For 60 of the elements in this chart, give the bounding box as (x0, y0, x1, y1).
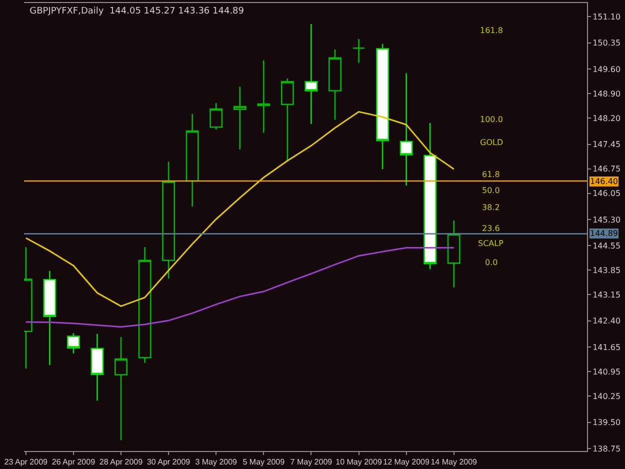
candlestick (210, 102, 223, 130)
text: 50.0 (482, 186, 500, 195)
x-tick-label: 10 May 2009 (336, 458, 382, 467)
candlestick (304, 23, 318, 125)
y-tick-label: 142.40 (592, 316, 621, 326)
y-tick-label: 151.10 (592, 12, 621, 22)
text: 161.8 (480, 26, 503, 35)
candlestick (352, 38, 366, 64)
text: 61.8 (482, 170, 500, 179)
y-tick-label: 147.45 (592, 140, 621, 150)
x-tick-label: 12 May 2009 (383, 458, 430, 467)
y-tick-label: 145.30 (592, 215, 621, 224)
x-tick-label: 7 May 2009 (290, 458, 333, 467)
text: GOLD (480, 138, 504, 147)
y-tick-label: 148.20 (592, 114, 621, 123)
x-tick-label: 14 May 2009 (430, 458, 478, 467)
ref-line-label: 144.89 (590, 229, 618, 238)
line-series (25, 247, 455, 328)
x-tick-label: 26 Apr 2009 (52, 458, 96, 467)
text: 100.0 (480, 115, 503, 124)
candlestick (328, 48, 342, 120)
text: 38.2 (482, 203, 500, 212)
candlestick (43, 270, 56, 366)
candlestick (400, 72, 413, 186)
y-tick-label: 140.95 (592, 367, 621, 376)
y-tick-label: 139.50 (592, 418, 621, 428)
candlestick (138, 246, 152, 364)
text: 23.6 (482, 224, 500, 233)
y-tick-label: 143.15 (592, 290, 621, 300)
y-tick-label: 148.90 (592, 89, 621, 98)
x-tick-label: 3 May 2009 (195, 458, 238, 467)
candlestick (162, 161, 176, 280)
candlestick (186, 113, 199, 208)
line-series (25, 111, 455, 307)
candlestick (114, 336, 128, 441)
text: SCALP (478, 239, 504, 248)
candlestick (257, 60, 270, 134)
x-tick-label: 23 Apr 2009 (4, 458, 48, 467)
y-tick-label: 144.55 (592, 242, 621, 251)
y-tick-label: 141.65 (592, 342, 621, 352)
x-tick-label: 30 Apr 2009 (146, 458, 191, 467)
candlestick (233, 86, 246, 150)
chart-title: GBPJPYFXF,Daily 144.05 145.27 143.36 144.89 (30, 6, 244, 16)
y-tick-label: 138.75 (592, 444, 621, 454)
y-tick-label: 149.60 (592, 64, 621, 74)
y-tick-label: 146.75 (592, 164, 621, 174)
candlestick (447, 220, 460, 288)
candlestick (424, 122, 437, 270)
y-tick-label: 150.35 (592, 38, 621, 48)
x-tick-label: 5 May 2009 (242, 458, 286, 467)
y-tick-label: 140.25 (592, 392, 621, 401)
y-tick-label: 143.85 (592, 266, 621, 275)
candlestick (66, 332, 80, 354)
candlestick (90, 333, 104, 402)
ref-line-label: 146.40 (590, 177, 618, 186)
y-tick-label: 146.05 (592, 189, 621, 198)
text: 0.0 (485, 258, 498, 267)
x-tick-label: 28 Apr 2009 (99, 458, 144, 467)
candlestick (376, 43, 390, 170)
candlestick (280, 78, 294, 162)
